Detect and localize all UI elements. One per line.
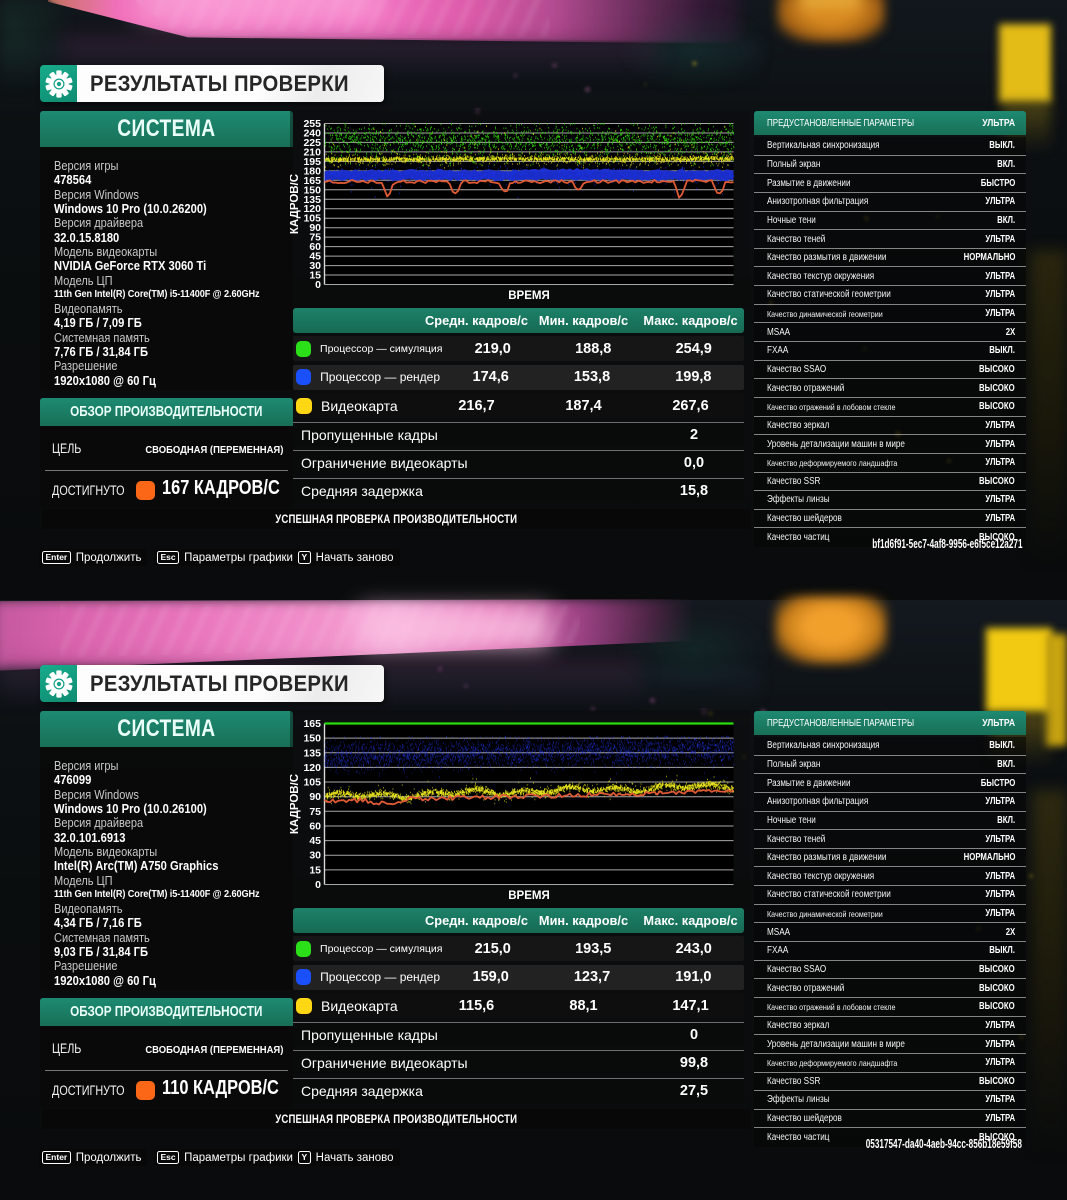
svg-text:120: 120 — [303, 762, 321, 774]
svg-text:195: 195 — [303, 156, 321, 168]
svg-text:90: 90 — [309, 222, 321, 234]
svg-text:15: 15 — [309, 864, 321, 876]
svg-text:165: 165 — [303, 175, 321, 187]
svg-text:135: 135 — [303, 747, 321, 759]
svg-text:120: 120 — [303, 203, 321, 215]
svg-text:60: 60 — [309, 241, 321, 253]
svg-text:КАДРОВ/С: КАДРОВ/С — [290, 174, 301, 234]
svg-text:75: 75 — [309, 806, 321, 818]
svg-text:180: 180 — [303, 165, 321, 177]
svg-text:30: 30 — [309, 850, 321, 862]
svg-text:15: 15 — [309, 270, 321, 282]
svg-text:30: 30 — [309, 260, 321, 272]
svg-text:ВРЕМЯ: ВРЕМЯ — [508, 290, 550, 302]
svg-text:255: 255 — [303, 118, 321, 130]
svg-text:45: 45 — [309, 835, 321, 847]
svg-text:150: 150 — [303, 184, 321, 196]
svg-text:ВРЕМЯ: ВРЕМЯ — [508, 890, 550, 902]
svg-text:105: 105 — [303, 213, 321, 225]
svg-text:45: 45 — [309, 251, 321, 263]
svg-text:150: 150 — [303, 733, 321, 745]
svg-text:210: 210 — [303, 146, 321, 158]
svg-text:105: 105 — [303, 777, 321, 789]
svg-text:240: 240 — [303, 128, 321, 140]
svg-text:165: 165 — [303, 718, 321, 730]
svg-text:0: 0 — [315, 879, 321, 891]
svg-text:75: 75 — [309, 232, 321, 244]
svg-text:0: 0 — [315, 279, 321, 291]
svg-text:60: 60 — [309, 821, 321, 833]
svg-text:135: 135 — [303, 194, 321, 206]
svg-text:КАДРОВ/С: КАДРОВ/С — [290, 774, 301, 834]
svg-text:90: 90 — [309, 791, 321, 803]
svg-text:225: 225 — [303, 137, 321, 149]
